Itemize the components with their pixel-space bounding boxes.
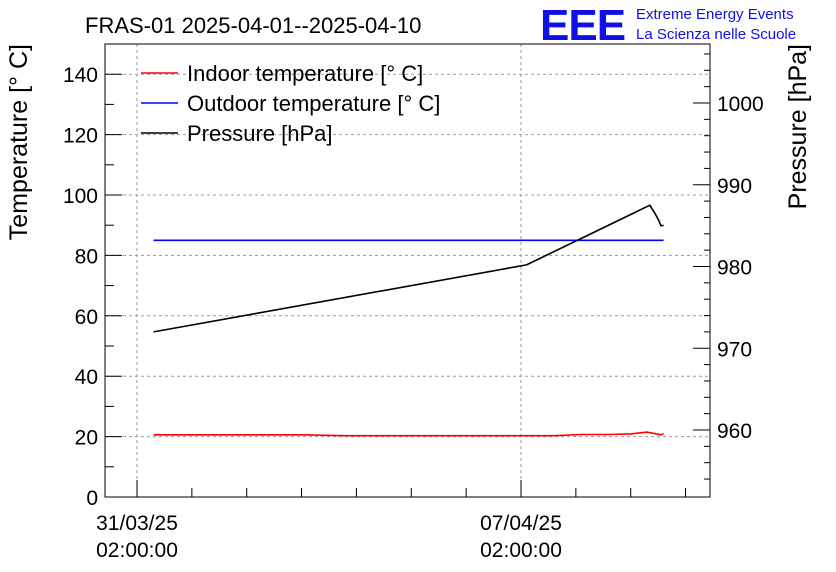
legend-label-0: Indoor temperature [° C] — [187, 61, 423, 86]
series-line-2 — [153, 204, 664, 333]
y2-tick-label: 980 — [717, 257, 752, 280]
y-tick-label: 40 — [75, 366, 98, 389]
y-tick-label: 140 — [63, 64, 98, 87]
y2-tick-label: 1000 — [717, 93, 764, 116]
logo-line1: Extreme Energy Events — [636, 6, 794, 23]
series-lines — [153, 204, 664, 437]
y2-tick-label: 970 — [717, 338, 752, 361]
y2-tick-label: 960 — [717, 420, 752, 443]
legend: Indoor temperature [° C] Outdoor temperat… — [141, 61, 440, 146]
plot-frame — [104, 43, 711, 498]
y-axis-title: Temperature [° C] — [5, 44, 33, 240]
y-tick-label: 20 — [75, 427, 98, 450]
chart-title: FRAS-01 2025-04-01--2025-04-10 — [85, 13, 421, 38]
logo-line2: La Scienza nelle Scuole — [636, 26, 796, 43]
y-tick-label: 120 — [63, 125, 98, 148]
eee-logo: EEE Extreme Energy Events La Scienza nel… — [540, 1, 796, 50]
legend-label-1: Outdoor temperature [° C] — [187, 91, 440, 116]
legend-label-2: Pressure [hPa] — [187, 121, 333, 146]
y2-axis-title: Pressure [hPa] — [784, 44, 812, 209]
x-axis: 31/03/25 02:00:00 07/04/25 02:00:00 — [96, 480, 687, 562]
x-tick-label-date: 31/03/25 — [96, 512, 178, 535]
y-tick-label: 0 — [86, 487, 98, 510]
y-tick-label: 80 — [75, 245, 98, 268]
logo-mark: EEE — [540, 1, 625, 50]
x-tick-label-date: 07/04/25 — [480, 512, 562, 535]
right-axis: 960 970 980 990 1000 — [693, 53, 764, 480]
left-axis: 0 20 40 60 80 100 120 140 — [63, 64, 122, 510]
x-tick-label-time: 02:00:00 — [96, 539, 178, 562]
x-tick-label-time: 02:00:00 — [480, 539, 562, 562]
y-tick-label: 100 — [63, 185, 98, 208]
grid — [105, 44, 710, 497]
y-tick-label: 60 — [75, 306, 98, 329]
y2-tick-label: 990 — [717, 175, 752, 198]
series-line-0 — [153, 431, 664, 437]
